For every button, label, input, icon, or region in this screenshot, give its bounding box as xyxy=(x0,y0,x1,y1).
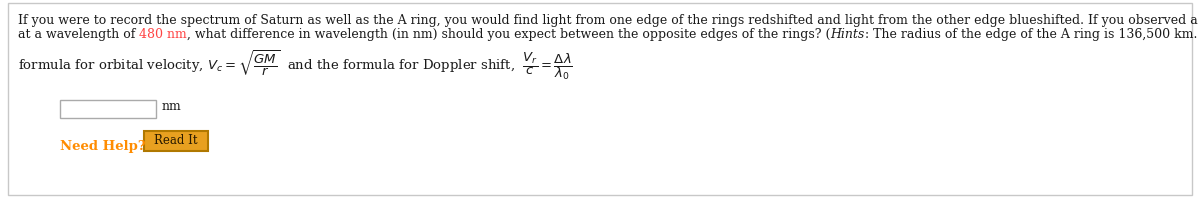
Text: : The radius of the edge of the A ring is 136,500 km. Use the: : The radius of the edge of the A ring i… xyxy=(865,28,1200,41)
Text: at a wavelength of: at a wavelength of xyxy=(18,28,139,41)
Text: Read It: Read It xyxy=(155,135,198,148)
FancyBboxPatch shape xyxy=(144,131,208,151)
Text: nm: nm xyxy=(162,100,181,113)
Text: , what difference in wavelength (in nm) should you expect between the opposite e: , what difference in wavelength (in nm) … xyxy=(187,28,830,41)
Text: formula for orbital velocity, $V_c = \sqrt{\dfrac{GM}{r}}$  and the formula for : formula for orbital velocity, $V_c = \sq… xyxy=(18,48,572,82)
FancyBboxPatch shape xyxy=(60,100,156,118)
FancyBboxPatch shape xyxy=(8,3,1192,195)
Text: Need Help?: Need Help? xyxy=(60,140,145,153)
Text: 480 nm: 480 nm xyxy=(139,28,187,41)
Text: Hints: Hints xyxy=(830,28,865,41)
Text: If you were to record the spectrum of Saturn as well as the A ring, you would fi: If you were to record the spectrum of Sa… xyxy=(18,14,1200,27)
